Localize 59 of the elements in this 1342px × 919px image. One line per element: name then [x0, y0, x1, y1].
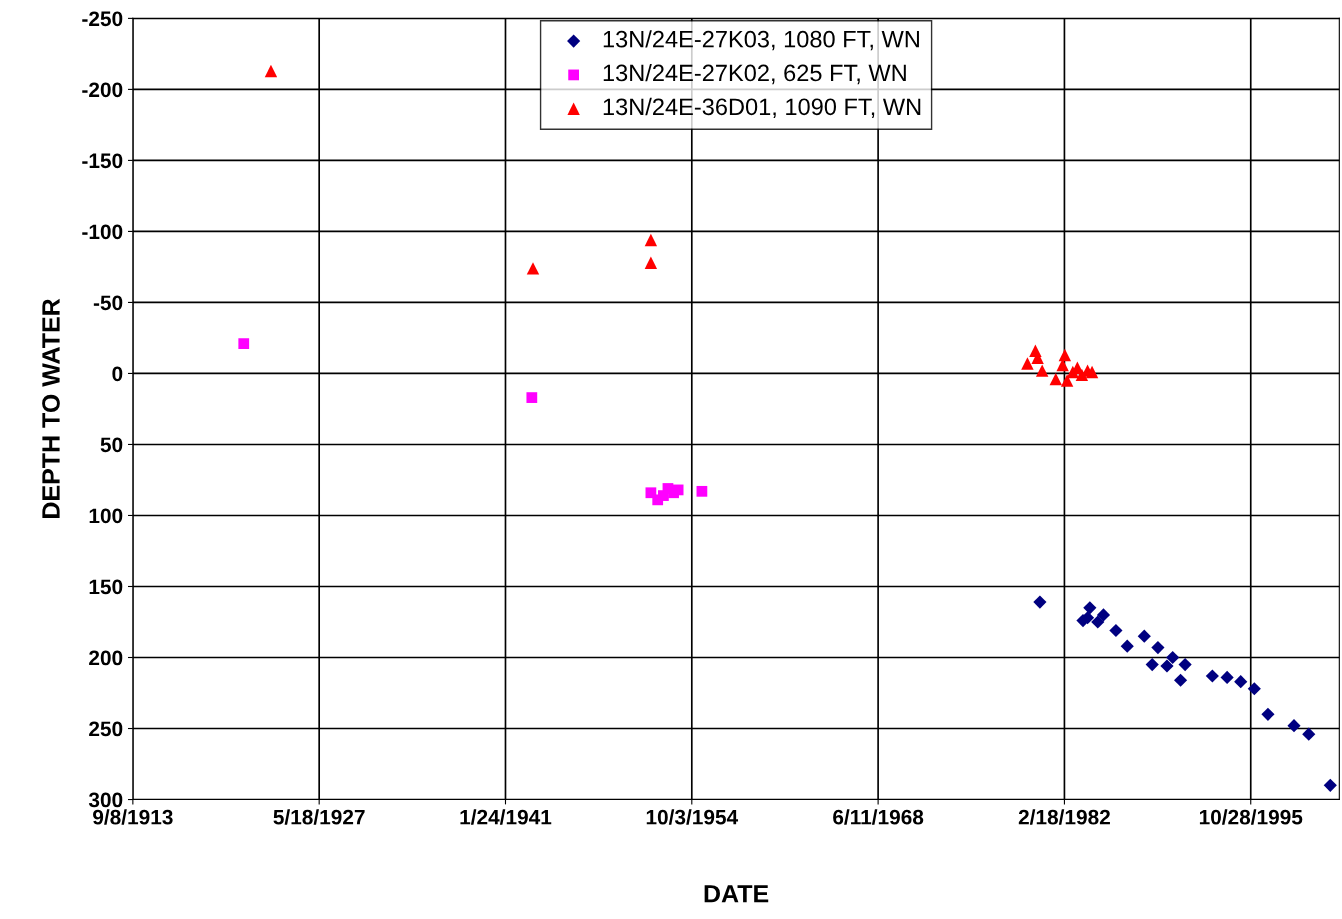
- legend-label: 13N/24E-27K03, 1080 FT, WN: [603, 30, 919, 51]
- y-tick-label: 300: [88, 792, 123, 808]
- point: [264, 64, 278, 78]
- point: [238, 338, 250, 349]
- point: [672, 484, 684, 496]
- y-tick-label: -200: [82, 82, 123, 98]
- y-tick-label: 150: [89, 579, 123, 595]
- point: [1151, 640, 1165, 655]
- point: [1096, 608, 1111, 622]
- point: [1035, 364, 1049, 377]
- point: [1234, 675, 1248, 689]
- point: [1060, 374, 1074, 387]
- y-tick-label: -250: [82, 11, 123, 27]
- point: [1178, 658, 1192, 672]
- x-tick-label: 5/18/1927: [273, 809, 365, 825]
- y-tick-label: 0: [112, 366, 123, 382]
- x-tick-label: 10/28/1995: [1199, 809, 1303, 825]
- y-tick-label: 200: [89, 650, 123, 666]
- legend-label: 13N/24E-36D01, 1090 FT, WN: [603, 97, 921, 118]
- point: [1049, 372, 1062, 386]
- point: [644, 256, 658, 269]
- point: [1166, 650, 1180, 665]
- point: [1085, 365, 1099, 379]
- point: [1287, 719, 1301, 733]
- point: [1109, 623, 1123, 638]
- y-tick-label: 100: [89, 508, 123, 524]
- y-tick-label: 250: [89, 721, 123, 737]
- point: [1120, 639, 1134, 653]
- point: [1033, 595, 1047, 609]
- point: [1173, 673, 1188, 687]
- x-tick-label: 1/24/1941: [460, 809, 552, 825]
- x-axis-title: DATE: [704, 885, 769, 903]
- point: [696, 485, 708, 497]
- y-axis-title: DEPTH TO WATER: [42, 298, 60, 518]
- point: [1137, 629, 1151, 643]
- point: [1323, 778, 1337, 792]
- point: [1058, 348, 1072, 362]
- point: [1302, 727, 1316, 741]
- y-tick-label: 50: [100, 437, 123, 453]
- point: [1261, 707, 1275, 721]
- point: [644, 233, 658, 247]
- point: [1205, 669, 1219, 683]
- legend-label: 13N/24E-27K02, 625 FT, WN: [603, 64, 906, 85]
- point: [1083, 601, 1097, 615]
- point: [526, 392, 538, 403]
- x-tick-label: 9/8/1913: [93, 809, 173, 825]
- x-tick-label: 2/18/1982: [1018, 809, 1110, 825]
- x-tick-label: 10/3/1954: [646, 809, 739, 825]
- point: [1160, 659, 1174, 673]
- point: [1145, 658, 1159, 672]
- x-tick-label: 6/11/1968: [833, 809, 924, 825]
- y-tick-label: -150: [82, 153, 123, 169]
- point: [1021, 357, 1034, 370]
- y-tick-label: -100: [82, 224, 123, 240]
- y-tick-label: -50: [93, 295, 123, 311]
- point: [1247, 682, 1261, 696]
- point: [526, 262, 540, 275]
- point: [1220, 670, 1234, 684]
- point: [1091, 615, 1105, 629]
